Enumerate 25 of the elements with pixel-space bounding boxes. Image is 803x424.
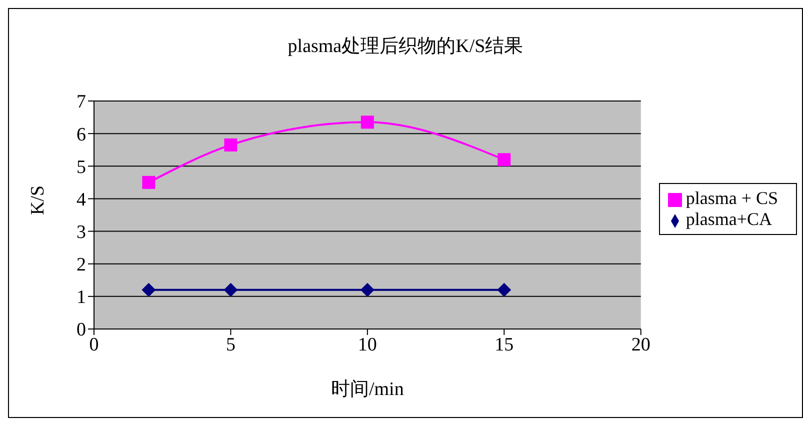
x-tick-label: 20 <box>631 334 650 356</box>
y-tick-label: 4 <box>76 189 86 210</box>
y-tick-label: 0 <box>76 320 86 341</box>
y-tick-label: 1 <box>76 287 86 308</box>
point <box>224 138 238 152</box>
y-tick-label: 7 <box>76 92 86 113</box>
x-tick-label: 15 <box>494 334 514 356</box>
chart-title: plasma处理后织物的K/S结果 <box>286 35 524 59</box>
point <box>360 116 374 129</box>
y-axis-title: K/S <box>28 185 49 215</box>
legend-label: plasma+CA <box>686 209 772 229</box>
y-tick-label: 3 <box>76 222 86 244</box>
x-tick-label: 10 <box>358 334 377 356</box>
y-tick-label: 5 <box>76 156 86 178</box>
point <box>498 153 511 166</box>
x-axis-title: 时间/min <box>331 379 404 400</box>
y-tick-label: 2 <box>76 254 86 276</box>
x-tick-label: 5 <box>226 334 236 356</box>
y-tick-label: 6 <box>76 124 86 146</box>
point <box>497 282 512 297</box>
point <box>142 282 156 297</box>
legend-label: plasma + CS <box>686 188 778 208</box>
point <box>142 176 156 189</box>
point <box>224 282 238 297</box>
point <box>360 282 374 297</box>
